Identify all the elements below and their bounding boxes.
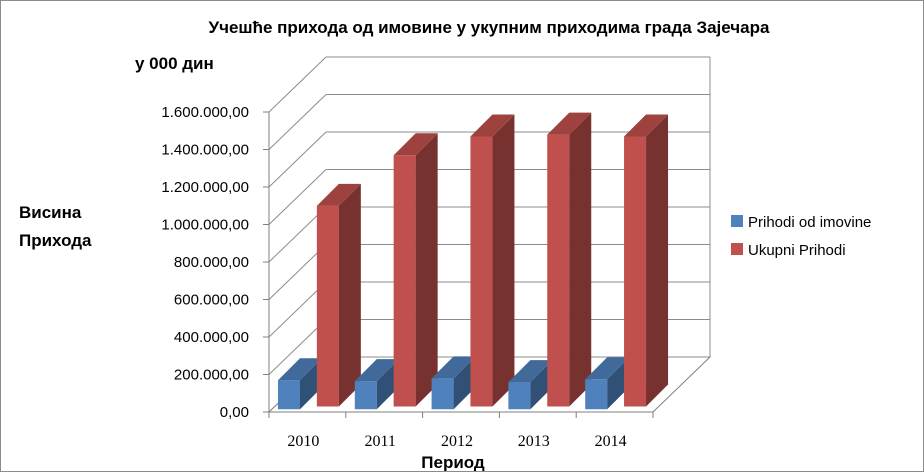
bar-ukupni-prihodi-2012-front xyxy=(470,136,493,407)
chart-bars xyxy=(277,112,669,410)
gridline-side xyxy=(268,94,327,150)
bar-prihodi-od-imovine-2012-front xyxy=(431,378,454,410)
legend-label-ukupni-prihodi: Ukupni Prihodi xyxy=(748,242,846,259)
y-tick-label: 200.000,00 xyxy=(174,367,249,384)
chart-title: Учешће прихода од имовине у укупним прих… xyxy=(209,18,771,37)
y-tick-label: 1.600.000,00 xyxy=(161,104,249,121)
bar-ukupni-prihodi-2013-side xyxy=(569,112,592,407)
bar-prihodi-od-imovine-2013-top xyxy=(508,360,553,383)
bar-prihodi-od-imovine-2012-top xyxy=(431,356,476,379)
bar-prihodi-od-imovine-2010-front xyxy=(277,380,300,410)
unit-label: у 000 дин xyxy=(135,54,214,73)
x-tick-label-2011: 2011 xyxy=(364,433,395,450)
y-tick-label: 1.000.000,00 xyxy=(161,217,249,234)
y-tick-label: 0,00 xyxy=(220,404,249,421)
bar-ukupni-prihodi-2010-front xyxy=(316,205,339,407)
x-tick-label-2014: 2014 xyxy=(595,433,627,450)
bar-prihodi-od-imovine-2012-side xyxy=(453,356,476,410)
bar-prihodi-od-imovine-2011-top xyxy=(354,359,399,382)
bar-ukupni-prihodi-2013-front xyxy=(547,134,570,407)
x-tick-label-2013: 2013 xyxy=(518,433,550,450)
bar-ukupni-prihodi-2011-front xyxy=(393,155,416,407)
bar-ukupni-prihodi-2013-top xyxy=(547,112,592,135)
y-axis-label-line-1: Висина xyxy=(19,203,82,222)
y-tick-label: 600.000,00 xyxy=(174,292,249,309)
bar-prihodi-od-imovine-2011-side xyxy=(376,359,399,410)
bar-ukupni-prihodi-2011-top xyxy=(393,133,438,156)
bar-ukupni-prihodi-2010-side xyxy=(338,183,361,407)
y-tick-label: 1.400.000,00 xyxy=(161,142,249,159)
y-tick-label: 1.200.000,00 xyxy=(161,179,249,196)
bar-ukupni-prihodi-2014-front xyxy=(624,136,647,407)
gridline-side xyxy=(268,206,327,263)
gridline-side xyxy=(268,319,327,375)
legend-swatch-prihodi-od-imovine xyxy=(731,215,743,227)
gridline-side xyxy=(268,281,327,338)
y-tick-labels: 0,00 200.000,00 400.000,00 600.000,00 800.00… xyxy=(161,104,249,421)
gridline-side xyxy=(268,244,327,300)
x-tick-label-2012: 2012 xyxy=(441,433,473,450)
bar-ukupni-prihodi-2012-side xyxy=(492,114,515,407)
bar-prihodi-od-imovine-2014-side xyxy=(607,357,630,410)
gridline-side xyxy=(268,169,327,225)
bar-prihodi-od-imovine-2011-front xyxy=(354,381,377,410)
x-axis-label: Период xyxy=(421,453,485,471)
y-axis-label-line-2: Прихода xyxy=(19,231,92,250)
bar-ukupni-prihodi-2014-top xyxy=(624,114,669,137)
x-tick-labels: 2010 2011 2012 2013 2014 xyxy=(287,433,626,450)
gridline-side xyxy=(268,56,327,113)
bar-prihodi-od-imovine-2010-top xyxy=(277,358,322,381)
chart-axes xyxy=(263,111,654,418)
bar-prihodi-od-imovine-2010-side xyxy=(299,358,322,410)
bar-prihodi-od-imovine-2013-front xyxy=(508,382,531,410)
bar-ukupni-prihodi-2010-top xyxy=(316,183,361,206)
legend-swatch-ukupni-prihodi xyxy=(731,243,743,255)
bar-prihodi-od-imovine-2014-top xyxy=(585,357,630,380)
bar-ukupni-prihodi-2012-top xyxy=(470,114,515,137)
x-tick-label-2010: 2010 xyxy=(287,433,319,450)
bar-ukupni-prihodi-2011-side xyxy=(415,133,438,407)
bar-ukupni-prihodi-2014-side xyxy=(646,114,669,407)
y-tick-label: 800.000,00 xyxy=(174,254,249,271)
bar-prihodi-od-imovine-2013-side xyxy=(530,360,553,410)
legend-label-prihodi-od-imovine: Prihodi od imovine xyxy=(748,214,871,231)
y-tick-label: 400.000,00 xyxy=(174,329,249,346)
legend: Prihodi od imovine Ukupni Prihodi xyxy=(731,214,871,259)
bar-prihodi-od-imovine-2014-front xyxy=(585,379,608,410)
gridline-side xyxy=(268,131,327,188)
